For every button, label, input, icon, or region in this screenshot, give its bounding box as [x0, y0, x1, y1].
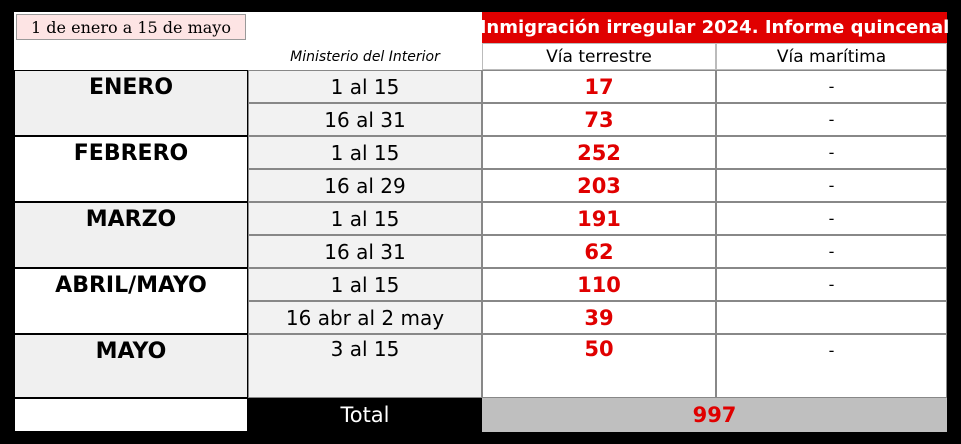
land-count: 17 [482, 70, 716, 103]
land-count: 50 [482, 334, 716, 398]
sea-count: - [716, 268, 947, 301]
period: 1 al 15 [248, 70, 482, 103]
column-header: Vía terrestre [482, 43, 716, 70]
land-count: 39 [482, 301, 716, 334]
source: Ministerio del Interior [290, 49, 440, 65]
column-header: Vía marítima [716, 43, 947, 70]
sea-count: - [716, 202, 947, 235]
sea-count: - [716, 136, 947, 169]
period: 16 al 29 [248, 169, 482, 202]
sea-count: - [716, 103, 947, 136]
sea-count: - [716, 70, 947, 103]
total-value: 997 [482, 398, 947, 432]
sea-count [716, 301, 947, 334]
period: 1 al 15 [248, 136, 482, 169]
land-count: 110 [482, 268, 716, 301]
land-count: 62 [482, 235, 716, 268]
period: 3 al 15 [248, 334, 482, 398]
total-blank [14, 398, 248, 432]
month: MARZO [14, 202, 248, 268]
land-count: 252 [482, 136, 716, 169]
month: ENERO [14, 70, 248, 136]
month: ABRIL/MAYO [14, 268, 248, 334]
sea-count: - [716, 169, 947, 202]
period: 16 al 31 [248, 235, 482, 268]
sea-count: - [716, 235, 947, 268]
period: 16 abr al 2 may [248, 301, 482, 334]
title: Inmigración irregular 2024. Informe quin… [480, 12, 949, 43]
date-range: 1 de enero a 15 de mayo [16, 14, 246, 40]
land-count: 191 [482, 202, 716, 235]
land-count: 203 [482, 169, 716, 202]
period: 1 al 15 [248, 268, 482, 301]
month: MAYO [14, 334, 248, 398]
sea-count: - [716, 334, 947, 398]
month: FEBRERO [14, 136, 248, 202]
total-label: Total [248, 398, 482, 432]
period: 16 al 31 [248, 103, 482, 136]
period: 1 al 15 [248, 202, 482, 235]
land-count: 73 [482, 103, 716, 136]
